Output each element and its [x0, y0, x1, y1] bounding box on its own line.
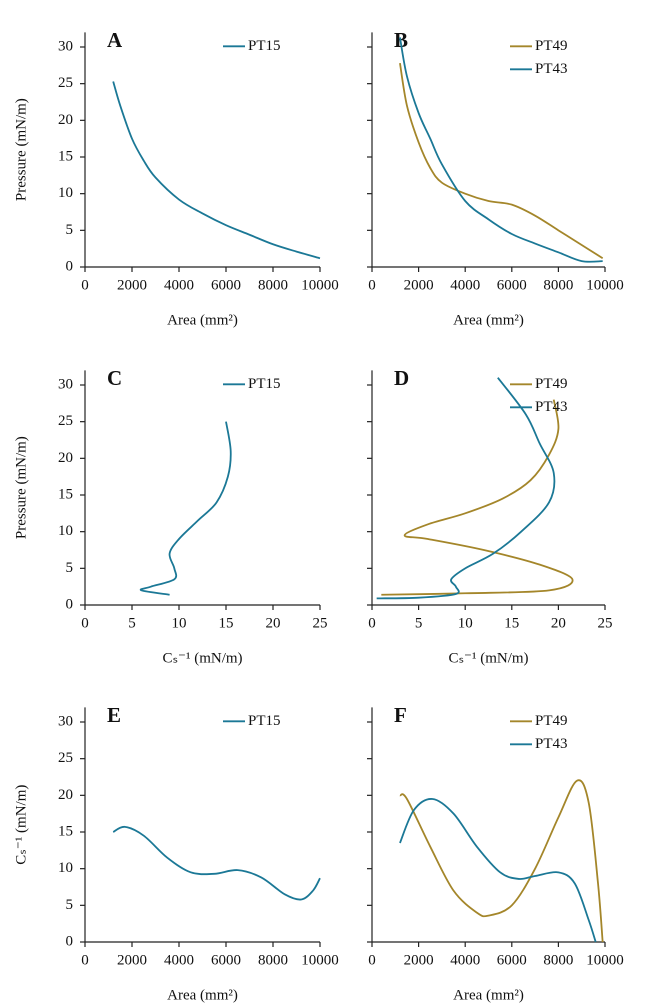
panel: 0 5 10 15 20 25 0 5 10 15 20 25 30 C Cₛ⁻¹ (mN/m) Pressu… [13, 366, 327, 666]
x-tick-label: 2000 [117, 952, 147, 968]
panel-label: F [394, 703, 407, 727]
y-tick-label: 30 [58, 38, 73, 54]
legend-label: PT49 [535, 38, 568, 54]
x-axis-label: Area (mm²) [453, 312, 524, 328]
data-line [112, 825, 321, 901]
y-axis-label: Pressure (mN/m) [13, 436, 29, 539]
panel-label: D [394, 366, 409, 390]
y-axis-label: Cₛ⁻¹ (mN/m) [13, 785, 29, 865]
y-tick-label: 25 [58, 750, 73, 766]
y-tick-label: 25 [58, 75, 73, 91]
x-tick-label: 20 [266, 615, 281, 631]
legend-label: PT49 [535, 713, 568, 729]
x-tick-label: 0 [81, 615, 89, 631]
legend-label: PT43 [535, 61, 568, 77]
y-tick-label: 25 [58, 413, 73, 429]
x-tick-label: 20 [551, 615, 566, 631]
x-tick-label: 2000 [117, 277, 147, 293]
panel: 0 2000 4000 6000 8000 10000 0 5 10 15 20 25 30 A Area … [13, 28, 338, 328]
legend-label: PT43 [535, 736, 568, 752]
x-tick-label: 15 [219, 615, 234, 631]
data-line [381, 399, 574, 596]
panel: 0 2000 4000 6000 8000 10000 F Area (mm²) PT49 PT4… [367, 703, 624, 1003]
x-tick-label: 10000 [586, 952, 624, 968]
y-tick-label: 20 [58, 787, 73, 803]
y-axis-label: Pressure (mN/m) [13, 98, 29, 201]
y-tick-label: 30 [58, 713, 73, 729]
data-line [399, 779, 604, 943]
y-tick-label: 0 [66, 596, 74, 612]
x-tick-label: 0 [81, 952, 89, 968]
y-tick-label: 20 [58, 450, 73, 466]
y-tick-label: 30 [58, 376, 73, 392]
panel-label: A [107, 28, 123, 52]
legend-label: PT15 [248, 38, 281, 54]
panel: 0 2000 4000 6000 8000 10000 0 5 10 15 20 25 30 E Area … [13, 703, 338, 1003]
x-tick-label: 0 [368, 615, 376, 631]
x-tick-label: 2000 [404, 952, 434, 968]
x-axis-label: Area (mm²) [167, 312, 238, 328]
x-tick-label: 4000 [450, 277, 480, 293]
legend-label: PT49 [535, 376, 568, 392]
x-tick-label: 0 [368, 277, 376, 293]
x-tick-label: 0 [81, 277, 89, 293]
y-tick-label: 10 [58, 860, 73, 876]
x-tick-label: 10 [458, 615, 473, 631]
x-tick-label: 5 [128, 615, 136, 631]
y-tick-label: 5 [66, 560, 74, 576]
x-tick-label: 4000 [164, 277, 194, 293]
x-tick-label: 2000 [404, 277, 434, 293]
x-tick-label: 8000 [258, 277, 288, 293]
legend-label: PT15 [248, 713, 281, 729]
panel: 0 5 10 15 20 25 D Cₛ⁻¹ (mN/m) PT49 PT43 [367, 366, 613, 666]
x-tick-label: 25 [313, 615, 328, 631]
x-tick-label: 10000 [301, 952, 339, 968]
data-line [139, 421, 232, 596]
legend-label: PT43 [535, 399, 568, 415]
y-tick-label: 15 [58, 486, 73, 502]
y-tick-label: 0 [66, 933, 74, 949]
x-tick-label: 8000 [543, 952, 573, 968]
x-tick-label: 6000 [211, 952, 241, 968]
x-tick-label: 0 [368, 952, 376, 968]
x-axis-label: Area (mm²) [167, 987, 238, 1003]
x-tick-label: 25 [598, 615, 613, 631]
x-tick-label: 6000 [497, 277, 527, 293]
x-axis-label: Cₛ⁻¹ (mN/m) [448, 650, 528, 666]
y-tick-label: 15 [58, 823, 73, 839]
x-axis-label: Cₛ⁻¹ (mN/m) [162, 650, 242, 666]
panel-label: C [107, 366, 122, 390]
x-tick-label: 4000 [164, 952, 194, 968]
x-tick-label: 10 [172, 615, 187, 631]
x-tick-label: 6000 [497, 952, 527, 968]
panel-label: E [107, 703, 121, 727]
data-line [399, 37, 603, 263]
data-line [399, 798, 597, 943]
x-tick-label: 8000 [258, 952, 288, 968]
y-tick-label: 5 [66, 897, 74, 913]
x-tick-label: 6000 [211, 277, 241, 293]
x-tick-label: 8000 [543, 277, 573, 293]
x-tick-label: 10000 [301, 277, 339, 293]
x-tick-label: 10000 [586, 277, 624, 293]
data-line [376, 377, 556, 600]
y-tick-label: 20 [58, 112, 73, 128]
legend-label: PT15 [248, 376, 281, 392]
x-tick-label: 4000 [450, 952, 480, 968]
data-line [399, 62, 604, 259]
data-line [112, 81, 321, 260]
y-tick-label: 10 [58, 523, 73, 539]
y-tick-label: 0 [66, 258, 74, 274]
x-axis-label: Area (mm²) [453, 987, 524, 1003]
y-tick-label: 15 [58, 148, 73, 164]
x-tick-label: 15 [504, 615, 519, 631]
y-tick-label: 5 [66, 222, 74, 238]
y-tick-label: 10 [58, 185, 73, 201]
x-tick-label: 5 [415, 615, 423, 631]
